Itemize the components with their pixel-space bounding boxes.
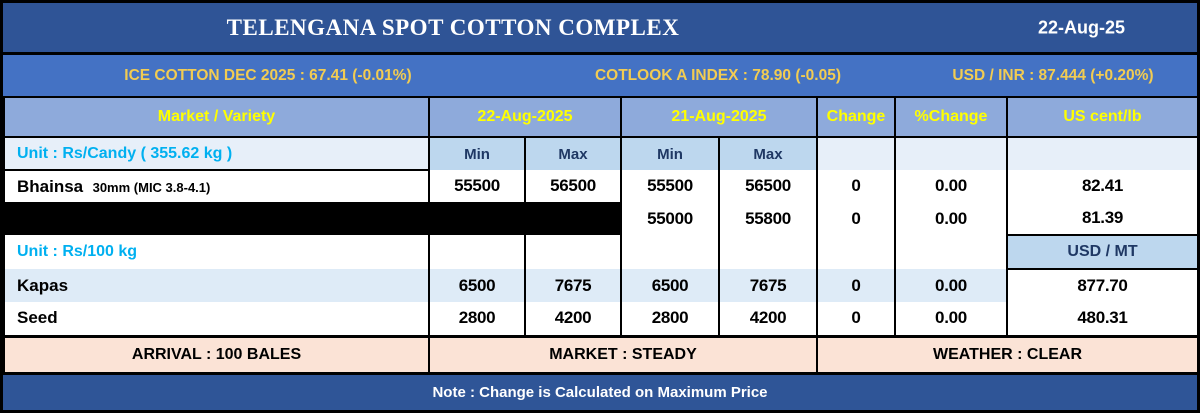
cell-redacted-prev-max: 55800 bbox=[718, 202, 818, 235]
subheader-usd-mt: USD / MT bbox=[1006, 234, 1197, 270]
empty-cell bbox=[718, 235, 818, 269]
ticker-cotlook-index: COTLOOK A INDEX : 78.90 (-0.05) bbox=[594, 66, 842, 84]
table-row-kapas: Kapas 6500 7675 6500 7675 0 0.00 877.70 bbox=[3, 269, 1197, 302]
unit-100kg-row: Unit : Rs/100 kg USD / MT bbox=[3, 234, 1197, 270]
ticker-ice-cotton: ICE COTTON DEC 2025 : 67.41 (-0.01%) bbox=[124, 66, 412, 84]
unit-label-rs-candy: Unit : Rs/Candy ( 355.62 kg ) bbox=[3, 137, 430, 171]
cell-kapas-change: 0 bbox=[816, 269, 896, 302]
col-header-date-current: 22-Aug-2025 bbox=[428, 96, 622, 138]
market-ticker: ICE COTTON DEC 2025 : 67.41 (-0.01%) COT… bbox=[3, 55, 1197, 96]
variety-name: Seed bbox=[17, 308, 58, 328]
cell-kapas-usd-mt: 877.70 bbox=[1006, 269, 1197, 302]
footer-note-bar: Note : Change is Calculated on Maximum P… bbox=[3, 372, 1197, 410]
table-row-seed: Seed 2800 4200 2800 4200 0 0.00 480.31 bbox=[3, 302, 1197, 336]
status-arrival: ARRIVAL : 100 BALES bbox=[3, 334, 430, 372]
cell-kapas-prev-max: 7675 bbox=[718, 269, 818, 302]
cell-bhainsa-cur-min: 55500 bbox=[428, 170, 526, 202]
empty-cell bbox=[816, 235, 896, 269]
title-bar: TELENGANA SPOT COTTON COMPLEX 22-Aug-25 bbox=[3, 3, 1197, 55]
variety-name: Kapas bbox=[17, 275, 69, 295]
variety-name: Bhainsa bbox=[17, 176, 84, 196]
empty-cell bbox=[1006, 137, 1197, 170]
market-name-bhainsa: Bhainsa 30mm (MIC 3.8-4.1) bbox=[3, 170, 430, 202]
cell-redacted-us-cent: 81.39 bbox=[1006, 202, 1197, 235]
cell-kapas-cur-max: 7675 bbox=[524, 269, 622, 302]
subheader-min-current: Min bbox=[428, 137, 526, 170]
cell-seed-pct-change: 0.00 bbox=[894, 302, 1008, 336]
subheader-min-previous: Min bbox=[620, 137, 720, 170]
cell-seed-prev-max: 4200 bbox=[718, 302, 818, 336]
empty-cell bbox=[524, 235, 622, 269]
cell-bhainsa-cur-max: 56500 bbox=[524, 170, 622, 202]
empty-cell bbox=[428, 235, 526, 269]
col-header-market-variety: Market / Variety bbox=[3, 96, 430, 138]
cell-redacted-pct-change: 0.00 bbox=[894, 202, 1008, 235]
cell-seed-cur-max: 4200 bbox=[524, 302, 622, 336]
cell-seed-prev-min: 2800 bbox=[620, 302, 720, 336]
subheader-max-current: Max bbox=[524, 137, 622, 170]
empty-cell bbox=[894, 235, 1008, 269]
empty-cell bbox=[816, 137, 896, 170]
cell-kapas-cur-min: 6500 bbox=[428, 269, 526, 302]
col-header-pct-change: %Change bbox=[894, 96, 1008, 138]
market-name-kapas: Kapas bbox=[3, 269, 430, 302]
cell-redacted-prev-min: 55000 bbox=[620, 202, 720, 235]
table-row-bhainsa: Bhainsa 30mm (MIC 3.8-4.1) 55500 56500 5… bbox=[3, 170, 1197, 202]
status-market: MARKET : STEADY bbox=[428, 334, 818, 372]
unit-label-rs-100kg: Unit : Rs/100 kg bbox=[3, 235, 430, 269]
cell-seed-cur-min: 2800 bbox=[428, 302, 526, 336]
col-header-change: Change bbox=[816, 96, 896, 138]
cell-bhainsa-change: 0 bbox=[816, 170, 896, 202]
status-weather: WEATHER : CLEAR bbox=[816, 334, 1197, 372]
table-row-redacted: 55000 55800 0 0.00 81.39 bbox=[3, 202, 1197, 235]
empty-cell bbox=[620, 235, 720, 269]
footer-note: Note : Change is Calculated on Maximum P… bbox=[432, 384, 768, 401]
price-table: Market / Variety 22-Aug-2025 21-Aug-2025… bbox=[3, 96, 1197, 372]
unit-candy-row: Unit : Rs/Candy ( 355.62 kg ) Min Max Mi… bbox=[3, 137, 1197, 171]
cell-seed-usd-mt: 480.31 bbox=[1006, 302, 1197, 336]
cell-bhainsa-us-cent: 82.41 bbox=[1006, 170, 1197, 202]
cell-bhainsa-pct-change: 0.00 bbox=[894, 170, 1008, 202]
cell-bhainsa-prev-min: 55500 bbox=[620, 170, 720, 202]
empty-cell bbox=[894, 137, 1008, 170]
cell-kapas-pct-change: 0.00 bbox=[894, 269, 1008, 302]
market-name-seed: Seed bbox=[3, 302, 430, 336]
cell-redacted-change: 0 bbox=[816, 202, 896, 235]
col-header-us-cent-lb: US cent/lb bbox=[1006, 96, 1197, 138]
variety-spec: 30mm (MIC 3.8-4.1) bbox=[92, 179, 211, 195]
col-header-date-previous: 21-Aug-2025 bbox=[620, 96, 818, 138]
status-row: ARRIVAL : 100 BALES MARKET : STEADY WEAT… bbox=[3, 334, 1197, 372]
subheader-max-previous: Max bbox=[718, 137, 818, 170]
redacted-cell bbox=[3, 202, 622, 235]
table-header-row: Market / Variety 22-Aug-2025 21-Aug-2025… bbox=[3, 96, 1197, 138]
cell-kapas-prev-min: 6500 bbox=[620, 269, 720, 302]
cell-seed-change: 0 bbox=[816, 302, 896, 336]
cell-bhainsa-prev-max: 56500 bbox=[718, 170, 818, 202]
report-date: 22-Aug-25 bbox=[1037, 17, 1125, 37]
page-title: TELENGANA SPOT COTTON COMPLEX bbox=[226, 14, 680, 40]
ticker-usd-inr: USD / INR : 87.444 (+0.20%) bbox=[952, 66, 1154, 84]
